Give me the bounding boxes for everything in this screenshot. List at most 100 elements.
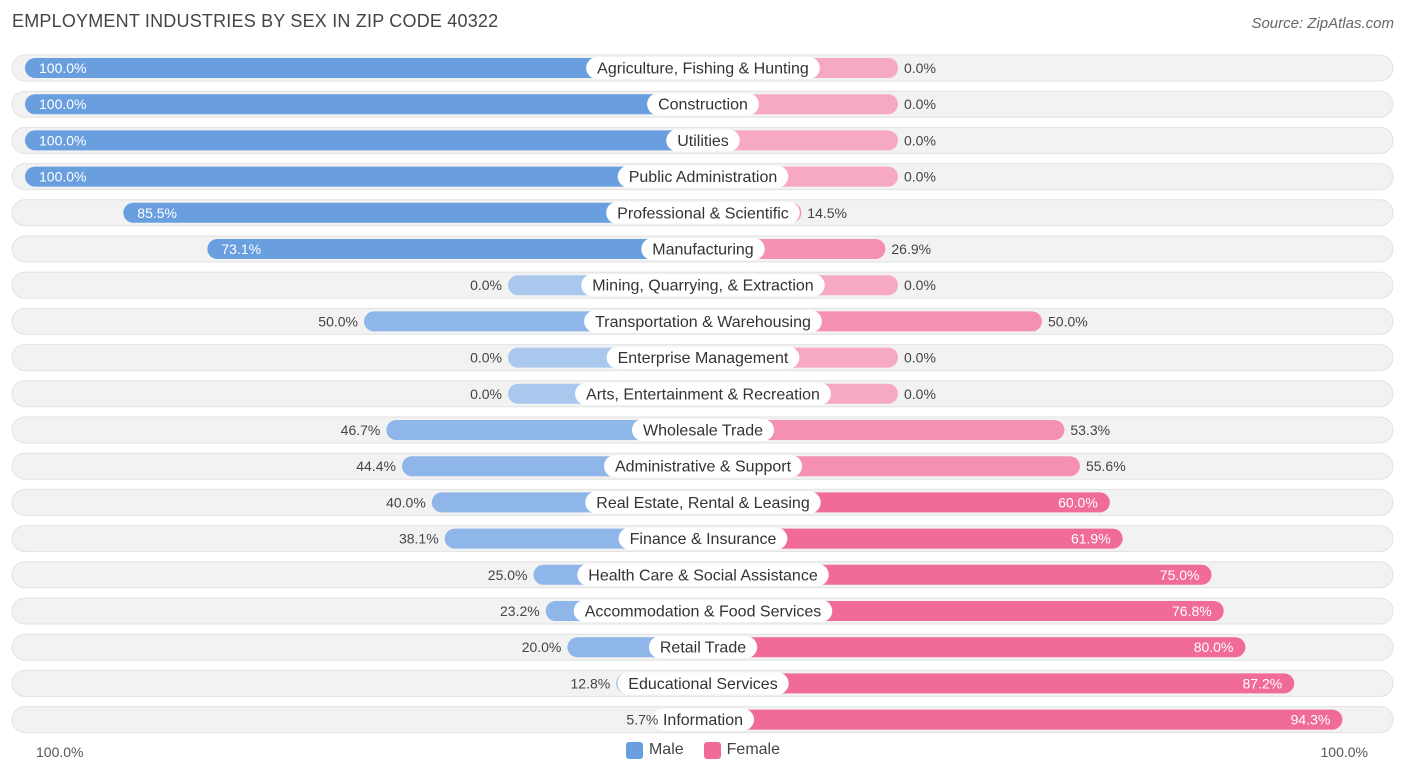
value-label-female: 0.0% xyxy=(904,277,936,293)
category-label: Enterprise Management xyxy=(618,350,789,367)
chart-row: Public Administration 100.0% 0.0% xyxy=(11,163,1394,191)
value-label-female: 80.0% xyxy=(1194,639,1234,655)
chart-title: EMPLOYMENT INDUSTRIES BY SEX IN ZIP CODE… xyxy=(12,11,499,31)
category-pill xyxy=(577,563,829,586)
value-label-female: 94.3% xyxy=(1291,712,1331,728)
category-pill xyxy=(641,238,765,260)
value-label-male: 100.0% xyxy=(39,132,86,148)
value-label-male: 85.5% xyxy=(137,205,177,221)
value-label-female: 61.9% xyxy=(1071,531,1111,547)
value-label-male: 20.0% xyxy=(522,639,562,655)
category-label: Accommodation & Food Services xyxy=(585,604,822,621)
value-label-female: 0.0% xyxy=(904,132,936,148)
value-label-female: 50.0% xyxy=(1048,313,1088,329)
value-label-female: 55.6% xyxy=(1086,458,1126,474)
value-label-female: 76.8% xyxy=(1172,603,1212,619)
axis-left-label: 100.0% xyxy=(36,744,84,760)
category-label: Agriculture, Fishing & Hunting xyxy=(597,61,809,78)
bar-male xyxy=(123,202,703,223)
value-label-female: 87.2% xyxy=(1243,675,1283,691)
legend-label-male: Male xyxy=(648,741,684,758)
category-label: Arts, Entertainment & Recreation xyxy=(586,386,820,403)
chart-row: Retail Trade 20.0% 80.0% xyxy=(11,633,1394,661)
category-pill xyxy=(603,455,803,478)
category-pill xyxy=(584,310,822,333)
category-pill xyxy=(585,491,821,514)
category-label: Information xyxy=(663,712,743,729)
bar-male xyxy=(25,166,703,187)
value-label-male: 100.0% xyxy=(39,96,86,112)
bar-female xyxy=(703,673,1295,694)
bar-male xyxy=(25,94,703,115)
category-label: Health Care & Social Assistance xyxy=(588,567,818,584)
chart-row: Professional & Scientific 85.5% 14.5% xyxy=(11,199,1394,227)
chart-row: Construction 100.0% 0.0% xyxy=(11,90,1394,118)
category-label: Construction xyxy=(658,97,748,114)
value-label-male: 50.0% xyxy=(318,313,358,329)
category-label: Educational Services xyxy=(628,676,777,693)
chart-row: Agriculture, Fishing & Hunting 100.0% 0.0% xyxy=(11,54,1394,82)
value-label-male: 40.0% xyxy=(386,494,426,510)
value-label-female: 0.0% xyxy=(904,169,936,185)
diverging-bar-chart: Agriculture, Fishing & Hunting 100.0% 0.0%… xyxy=(11,54,1394,734)
value-label-male: 5.7% xyxy=(626,712,658,728)
value-label-female: 0.0% xyxy=(904,96,936,112)
category-pill xyxy=(647,93,759,116)
legend-swatch-female xyxy=(703,741,721,759)
chart-row: Manufacturing 73.1% 26.9% xyxy=(11,235,1394,263)
category-label: Finance & Insurance xyxy=(630,531,777,548)
chart-row: Educational Services 12.8% 87.2% xyxy=(11,669,1394,697)
category-pill xyxy=(575,382,831,405)
chart-row: Arts, Entertainment & Recreation 0.0% 0.0% xyxy=(11,380,1394,408)
legend-label-female: Female xyxy=(726,741,781,758)
value-label-female: 26.9% xyxy=(891,241,931,257)
category-pill xyxy=(666,129,740,152)
value-label-female: 0.0% xyxy=(904,350,936,366)
category-pill xyxy=(606,346,800,369)
value-label-male: 73.1% xyxy=(221,241,261,257)
bar-female xyxy=(703,601,1224,621)
axis-right-label: 100.0% xyxy=(1320,744,1368,760)
legend: Male Female xyxy=(0,741,1406,759)
value-label-male: 46.7% xyxy=(341,422,381,438)
category-label: Wholesale Trade xyxy=(643,423,763,440)
category-label: Public Administration xyxy=(629,169,778,186)
category-pill xyxy=(631,419,775,441)
bar-female xyxy=(703,130,898,151)
value-label-female: 60.0% xyxy=(1058,494,1098,510)
bar-male xyxy=(25,130,703,151)
category-label: Transportation & Warehousing xyxy=(595,314,811,331)
category-label: Utilities xyxy=(677,133,729,150)
bar-male xyxy=(25,58,703,78)
bar-male xyxy=(207,239,703,259)
chart-row: Information 5.7% 94.3% xyxy=(11,706,1394,734)
value-label-male: 38.1% xyxy=(399,531,439,547)
chart-row: Accommodation & Food Services 23.2% 76.8% xyxy=(11,597,1394,625)
legend-item-male[interactable]: Male xyxy=(625,741,684,759)
category-pill xyxy=(648,636,758,659)
value-label-female: 0.0% xyxy=(904,386,936,402)
category-pill xyxy=(606,201,800,224)
bar-female xyxy=(703,564,1212,585)
chart-row: Utilities 100.0% 0.0% xyxy=(11,126,1394,154)
category-label: Administrative & Support xyxy=(615,459,792,476)
category-pill xyxy=(617,165,789,188)
source-note: Source: ZipAtlas.com xyxy=(1251,15,1394,32)
value-label-female: 53.3% xyxy=(1070,422,1110,438)
category-pill xyxy=(618,527,788,550)
chart-row: Real Estate, Rental & Leasing 40.0% 60.0% xyxy=(11,488,1394,516)
bar-female xyxy=(703,420,1065,440)
value-label-female: 0.0% xyxy=(904,60,936,76)
bar-female xyxy=(703,528,1123,549)
category-pill xyxy=(651,708,755,731)
category-label: Real Estate, Rental & Leasing xyxy=(596,495,809,512)
chart-row: Wholesale Trade 46.7% 53.3% xyxy=(11,416,1394,444)
value-label-male: 25.0% xyxy=(488,567,528,583)
chart-row: Enterprise Management 0.0% 0.0% xyxy=(11,344,1394,372)
value-label-male: 0.0% xyxy=(470,277,502,293)
value-label-male: 0.0% xyxy=(470,350,502,366)
bar-female xyxy=(703,709,1343,730)
legend-item-female[interactable]: Female xyxy=(703,741,781,759)
legend-swatch-male xyxy=(625,741,643,759)
value-label-female: 14.5% xyxy=(807,205,847,221)
